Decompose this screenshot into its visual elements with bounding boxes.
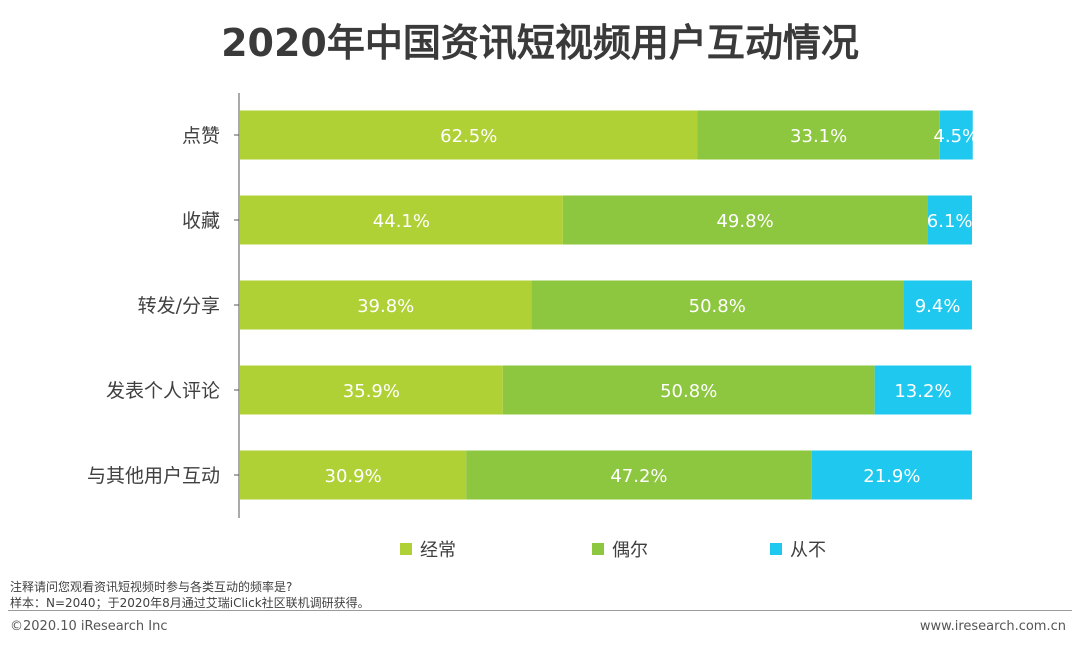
data-label: 39.8% — [357, 296, 414, 317]
data-label: 47.2% — [610, 466, 667, 487]
bar-segment — [502, 365, 875, 415]
data-label: 6.1% — [927, 211, 973, 232]
bar-segment — [240, 280, 532, 330]
bar-segment — [240, 365, 503, 415]
bar-segment — [240, 110, 698, 160]
legend-label: 偶尔 — [612, 540, 648, 561]
category-label: 点赞 — [182, 125, 220, 147]
note-question: 注释请问您观看资讯短视频时参与各类互动的频率是? — [10, 580, 293, 594]
legend-swatch — [770, 543, 782, 555]
legend-swatch — [592, 543, 604, 555]
bar-segment — [240, 195, 563, 245]
bar-segment — [939, 110, 973, 160]
legend-label: 从不 — [790, 540, 826, 561]
data-label: 50.8% — [689, 296, 746, 317]
note-sample: 样本：N=2040；于2020年8月通过艾瑞iClick社区联机调研获得。 — [10, 596, 370, 610]
footer-divider — [8, 610, 1072, 611]
data-label: 44.1% — [373, 211, 430, 232]
website-link[interactable]: www.iresearch.com.cn — [919, 619, 1066, 634]
data-label: 50.8% — [660, 381, 717, 402]
data-label: 4.5% — [933, 126, 979, 147]
stacked-bar-chart: 点赞 62.5% 33.1% 4.5% 收藏 44.1% 49.8% 6.1% 转发/分享 39.… — [86, 93, 979, 561]
data-label: 21.9% — [863, 466, 920, 487]
data-label: 33.1% — [790, 126, 847, 147]
category-label: 发表个人评论 — [106, 380, 220, 402]
data-label: 49.8% — [716, 211, 773, 232]
data-label: 13.2% — [894, 381, 951, 402]
bar-segment — [903, 280, 972, 330]
legend-label: 经常 — [420, 540, 456, 561]
category-label: 收藏 — [182, 210, 220, 232]
bar-segment — [240, 450, 467, 500]
bar-segment — [927, 195, 972, 245]
bar-segment — [874, 365, 972, 415]
chart-title: 2020年中国资讯短视频用户互动情况 — [221, 21, 859, 65]
legend-swatch — [400, 543, 412, 555]
bar-segment — [562, 195, 928, 245]
bar-segment — [697, 110, 940, 160]
data-label: 9.4% — [915, 296, 961, 317]
bar-segment — [531, 280, 904, 330]
data-label: 30.9% — [325, 466, 382, 487]
data-label: 35.9% — [343, 381, 400, 402]
bar-segment — [466, 450, 812, 500]
copyright-text: ©2020.10 iResearch Inc — [10, 619, 168, 634]
category-label: 与其他用户互动 — [87, 465, 220, 487]
category-label: 转发/分享 — [138, 295, 220, 317]
data-label: 62.5% — [440, 126, 497, 147]
bar-segment — [811, 450, 972, 500]
